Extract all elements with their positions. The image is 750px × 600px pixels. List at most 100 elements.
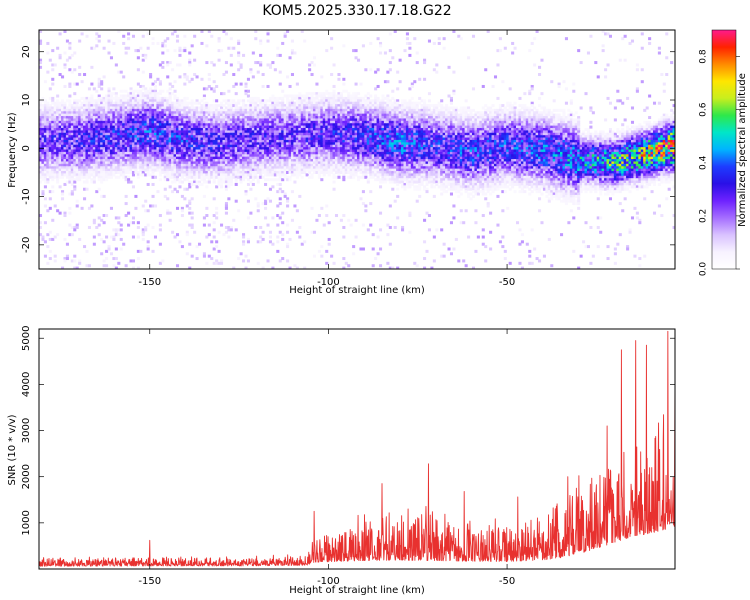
heatmap-cell [95,142,99,146]
heatmap-cell [242,259,246,263]
heatmap-cell [97,84,101,88]
heatmap-cell [97,175,101,179]
heatmap-cell [139,163,143,167]
heatmap-cell [141,154,145,158]
heatmap-cell [327,173,331,177]
heatmap-cell [215,116,219,120]
heatmap-cell [224,182,228,186]
heatmap-cell [234,113,238,117]
heatmap-cell [73,132,77,136]
heatmap-cell [325,249,329,253]
heatmap-cell [244,139,248,143]
heatmap-cell [190,44,194,48]
heatmap-cell [242,159,246,163]
heatmap-cell [327,137,331,141]
heatmap-cell [173,125,177,129]
heatmap-cell [276,173,280,177]
heatmap-cell [73,118,77,122]
heatmap-cell [39,108,43,112]
heatmap-cell [224,132,228,136]
heatmap-cell [215,161,219,165]
heatmap-cell [105,175,109,179]
heatmap-cell [242,156,246,160]
heatmap-cell [87,147,91,151]
heatmap-cell [161,106,165,110]
heatmap-cell [229,104,233,108]
heatmap-cell [249,104,253,108]
heatmap-cell [134,139,138,143]
heatmap-cell [202,151,206,155]
heatmap-cell [205,118,209,122]
heatmap-cell [56,135,60,139]
heatmap-cell [70,163,74,167]
heatmap-cell [58,135,62,139]
heatmap-cell [41,142,45,146]
heatmap-cell [127,154,131,158]
heatmap-cell [173,154,177,158]
heatmap-cell [308,92,312,96]
heatmap-cell [112,171,116,174]
heatmap-cell [109,108,113,112]
heatmap-cell [131,116,135,120]
heatmap-cell [249,68,253,72]
heatmap-cell [332,127,336,131]
heatmap-cell [330,135,334,139]
heatmap-cell [95,127,99,131]
heatmap-cell [300,147,304,151]
heatmap-cell [95,116,99,120]
heatmap-cell [212,180,216,184]
heatmap-cell [300,242,304,246]
heatmap-cell [161,137,165,141]
heatmap-cell [195,245,199,249]
heatmap-cell [100,125,104,129]
heatmap-cell [114,142,118,146]
heatmap-cell [273,101,277,105]
heatmap-cell [151,151,155,155]
heatmap-cell [320,154,324,158]
heatmap-cell [268,104,272,108]
heatmap-cell [264,111,268,115]
heatmap-cell [290,73,294,77]
heatmap-cell [39,156,43,160]
heatmap-cell [325,49,329,53]
heatmap-cell [198,163,202,167]
heatmap-cell [286,154,290,158]
heatmap-cell [46,245,50,249]
heatmap-cell [254,61,258,65]
heatmap-cell [75,159,79,163]
heatmap-cell [227,161,231,165]
heatmap-cell [276,156,280,160]
heatmap-cell [53,130,57,134]
heatmap-cell [229,63,233,67]
heatmap-cell [242,104,246,108]
heatmap-cell [312,168,317,172]
heatmap-cell [249,113,253,117]
heatmap-cell [222,149,226,153]
heatmap-cell [202,171,206,174]
heatmap-cell [227,147,231,151]
heatmap-cell [229,175,233,179]
heatmap-cell [163,147,167,151]
heatmap-cell [327,123,331,127]
heatmap-cell [48,144,52,148]
heatmap-cell [70,104,74,108]
heatmap-cell [183,104,187,108]
heatmap-cell [315,218,319,222]
heatmap-cell [266,147,270,151]
heatmap-cell [308,156,312,160]
heatmap-cell [78,147,82,151]
heatmap-cell [212,99,216,103]
heatmap-cell [200,125,204,129]
heatmap-cell [127,108,131,112]
heatmap-cell [80,168,84,172]
heatmap-cell [254,99,258,103]
heatmap-cell [334,118,339,122]
heatmap-cell [286,149,290,153]
heatmap-cell [293,111,297,115]
heatmap-cell [266,168,270,172]
heatmap-cell [68,151,72,155]
heatmap-cell [70,168,74,172]
heatmap-cell [141,101,145,105]
heatmap-cell [92,161,96,165]
heatmap-cell [283,175,287,179]
